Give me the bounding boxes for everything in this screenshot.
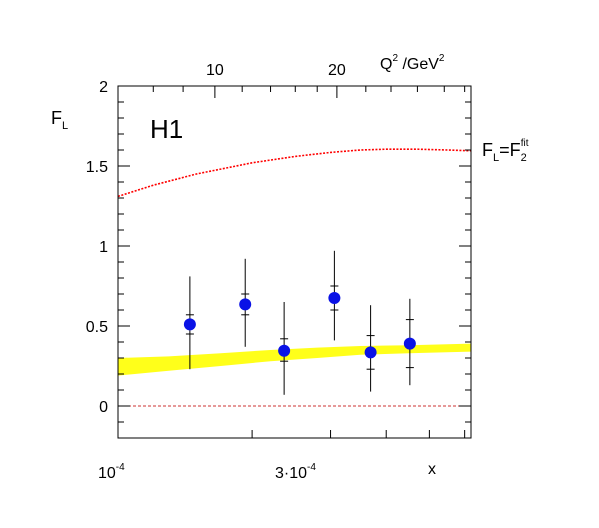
data-point-1: [183, 318, 196, 331]
y-tick-label: 2: [99, 79, 108, 96]
panel-label: H1: [150, 114, 183, 144]
top-tick-label: 10: [206, 62, 224, 79]
data-point-6: [403, 337, 416, 350]
y-tick-label: 1.5: [86, 159, 108, 176]
top-axis-title-main: Q: [380, 56, 392, 73]
y-axis-title-main: F: [51, 108, 62, 128]
top-tick-label: 20: [328, 62, 346, 79]
fit-band: [118, 343, 471, 376]
data-point-5: [364, 346, 377, 359]
fit-label-sub2: 2: [521, 152, 527, 164]
y-axis-title-sub: L: [62, 120, 68, 132]
x-axis-title: x: [428, 461, 436, 478]
data-point-2: [239, 298, 252, 311]
top-axis-title-unit: /GeV: [398, 56, 439, 73]
data-points-layer: [183, 250, 416, 395]
x-tick-label-1e-4: 10-4: [98, 462, 125, 482]
y-tick-label: 0.5: [86, 319, 108, 336]
fit-label-eq: =F: [499, 140, 521, 160]
y-axis-title: FL: [51, 108, 68, 132]
fit-curve-label: FL=F2 fit: [482, 138, 529, 164]
top-axis-title-exp: 2: [392, 53, 398, 64]
fit-label-sup2: fit: [521, 138, 529, 149]
fit-label-main: F: [482, 140, 493, 160]
y-tick-label: 1: [99, 239, 108, 256]
fit-label-sub: L: [493, 152, 499, 164]
top-axis-title-unit-exp: 2: [439, 53, 445, 64]
x-tick-label-3e-4: 3·10-4: [275, 462, 316, 482]
curves-layer: [117, 148, 472, 407]
fit-curve-line: [117, 148, 472, 198]
fit-band-layer: [118, 343, 471, 376]
data-point-4: [328, 292, 341, 304]
y-tick-label: 0: [99, 399, 108, 416]
top-axis-title: Q2 /GeV2: [380, 53, 445, 73]
data-point-3: [278, 344, 291, 357]
axes-layer: 0 0.5 1 1.5 2 10 20: [86, 62, 472, 439]
